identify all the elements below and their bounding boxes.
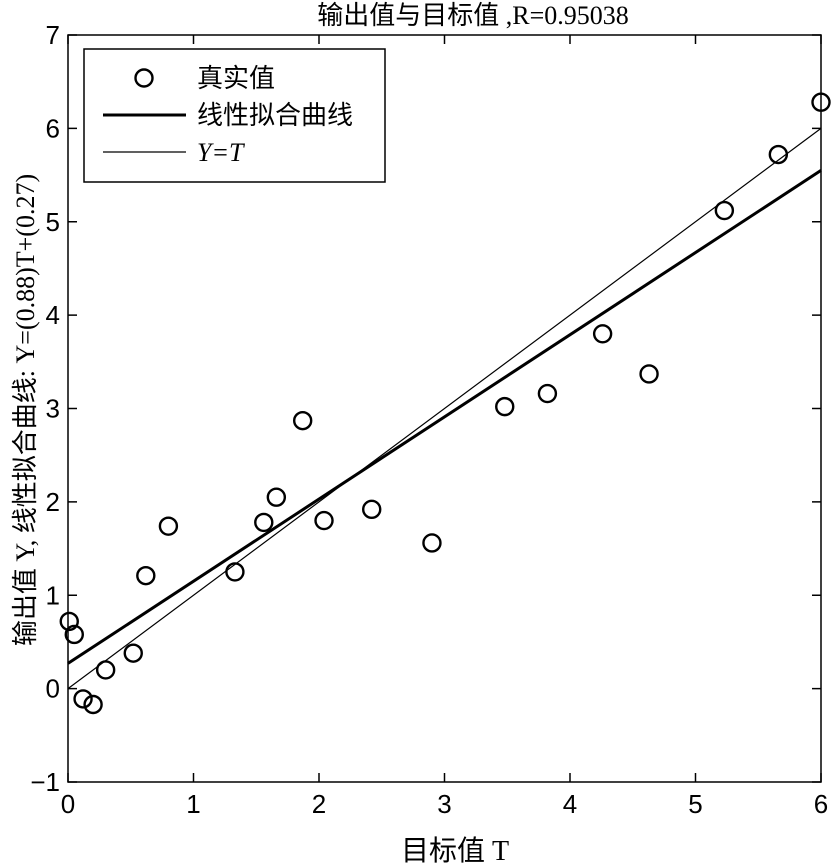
data-point <box>64 624 84 645</box>
legend-label-fit: 线性拟合曲线 <box>197 101 353 130</box>
x-tick-label: 5 <box>688 789 702 819</box>
x-tick-label: 6 <box>814 789 828 819</box>
y-tick-label: 6 <box>46 113 60 143</box>
data-point <box>136 565 156 586</box>
data-point <box>537 383 558 404</box>
x-tick-label: 3 <box>437 789 451 819</box>
chart-title: 输出值与目标值 ,R=0.95038 <box>317 1 629 30</box>
data-point <box>362 499 382 520</box>
y-tick-label: 0 <box>46 674 60 704</box>
data-point <box>314 510 334 531</box>
series-lines <box>67 127 822 690</box>
y-tick-label: −1 <box>30 767 60 797</box>
y-tick-label: 4 <box>46 300 60 330</box>
data-point <box>83 694 103 715</box>
y-tick-label: 2 <box>46 487 60 517</box>
data-point <box>73 689 93 709</box>
legend-marker-circle <box>134 68 154 88</box>
data-point <box>225 562 245 582</box>
data-point <box>158 516 179 536</box>
x-axis-label: 目标值 T <box>401 835 509 867</box>
x-tick-label: 1 <box>186 789 200 819</box>
series-points <box>59 92 831 715</box>
data-point <box>714 200 735 221</box>
x-tick-label: 4 <box>563 789 577 819</box>
legend-label-actual: 真实值 <box>197 64 275 93</box>
legend: 真实值 线性拟合曲线 Y=T <box>83 48 386 183</box>
data-point <box>495 396 515 417</box>
data-point <box>592 324 613 344</box>
y-tick-label: 1 <box>46 580 60 610</box>
fit-line <box>67 169 822 665</box>
x-tick-label: 2 <box>312 789 326 819</box>
data-point <box>639 364 659 384</box>
y-tick-label: 5 <box>46 207 60 237</box>
data-point <box>266 487 287 507</box>
data-point <box>95 660 116 680</box>
legend-label-identity: Y=T <box>197 138 245 167</box>
data-point <box>254 512 274 533</box>
data-point <box>292 410 313 431</box>
data-point <box>768 144 789 165</box>
y-tick-label: 3 <box>46 394 60 424</box>
data-point <box>59 611 79 632</box>
data-point <box>422 533 442 553</box>
identity-line <box>67 127 822 690</box>
x-tick-label: 0 <box>61 789 75 819</box>
y-tick-label: 7 <box>46 20 60 50</box>
data-point <box>123 643 143 663</box>
data-point <box>811 92 831 112</box>
y-axis-label: 输出值 Y, 线性拟合曲线: Y=(0.88)T+(0.27) <box>11 174 40 646</box>
